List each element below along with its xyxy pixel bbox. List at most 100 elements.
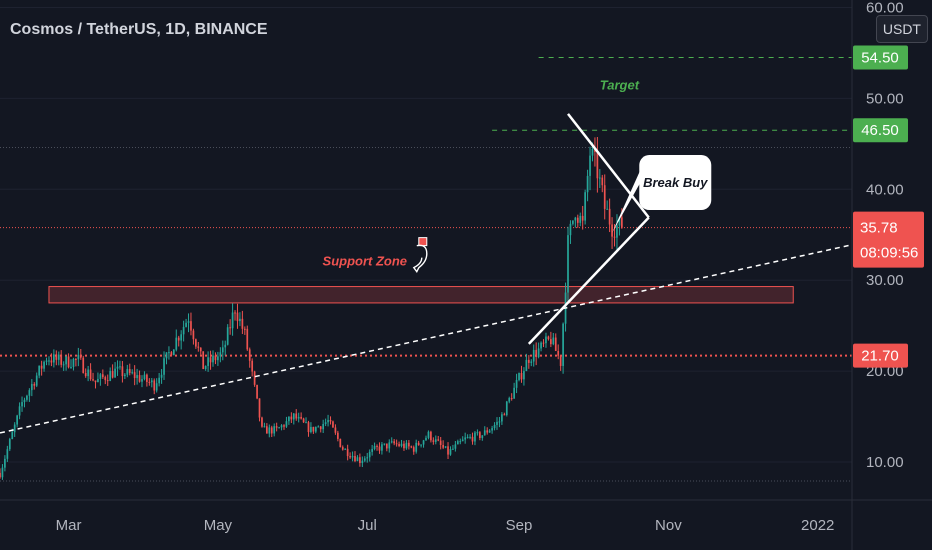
candle-body [329,420,332,422]
candle-body [40,365,43,369]
candle-body [221,347,224,353]
candle-body [104,377,107,381]
candle-body [236,312,239,322]
candle-body [253,371,256,385]
candle-body [89,369,92,380]
candle-body [456,441,459,445]
candle-body [390,441,393,443]
candle-body [535,349,538,357]
candle-body [474,432,476,442]
candle-body [449,449,452,455]
candle-body [280,425,283,428]
candle-body [334,427,337,433]
candle-body [527,359,530,363]
candle-body [395,443,398,445]
price-tick-label: 30.00 [866,272,904,289]
time-tick-label: Mar [56,517,82,534]
candle-body [349,456,351,458]
candle-body [65,356,67,365]
candle-body [339,438,342,448]
candle-body [552,337,555,345]
candle-body [611,224,613,237]
candle-body [268,427,271,434]
candle-body [153,380,156,391]
candle-body [8,439,11,450]
candle-body [300,416,302,419]
candle-body [420,444,422,446]
candle-body [16,415,18,425]
candle-body [576,217,579,223]
candle-body [351,455,354,458]
candle-body [464,437,467,440]
candle-body [452,448,454,450]
price-tick-label: 10.00 [866,454,904,471]
candle-body [493,424,496,429]
candle-body [513,387,515,399]
candle-body [133,372,136,379]
candle-body [256,384,258,399]
candle-body [70,366,72,368]
candle-body [410,446,413,448]
candle-body [158,377,160,384]
candle-body [606,208,609,210]
candle-body [131,372,134,374]
candle-body [55,354,58,360]
candle-body [53,354,55,363]
candle-body [270,427,273,434]
candle-body [383,443,386,445]
candle-body [469,436,471,438]
candle-body [344,448,347,450]
candle-body [182,326,185,335]
candle-body [581,215,584,221]
candle-body [496,421,498,425]
candle-body [30,384,33,391]
candle-body [226,327,229,345]
candle-body [312,426,315,432]
candle-body [57,354,60,360]
candle-body [554,337,557,351]
candle-body [243,328,246,330]
symbol-title[interactable]: Cosmos / TetherUS, 1D, BINANCE [10,21,268,38]
candle-body [251,360,254,372]
candle-body [4,458,6,468]
candle-body [72,358,75,367]
candle-body [366,457,369,459]
candle-body [319,426,322,430]
callout-pointer [612,168,642,233]
support-zone-annotation: Support Zone [323,254,408,269]
candle-body [224,344,227,348]
candle-body [439,440,442,446]
time-tick-label: 2022 [801,517,834,534]
candle-body [461,439,464,442]
candle-body [444,446,447,448]
candle-body [126,368,129,375]
candle-body [292,413,295,420]
currency-selector[interactable]: USDT [875,15,928,43]
last-price-badge-bg [853,211,924,268]
candle-body [94,380,97,383]
triangle-lower-line [527,216,650,345]
candle-body [616,225,618,238]
candle-body [550,339,552,345]
candle-body [307,422,310,433]
candle-body [148,381,151,383]
candle-body [354,455,356,462]
candle-body [415,442,418,452]
candle-body [163,358,165,375]
candle-body [400,443,403,446]
price-tick-label: 40.00 [866,181,904,198]
candle-body [229,327,231,329]
candle-body [172,349,175,356]
candle-body [569,223,572,236]
candle-body [109,371,112,381]
candle-body [501,414,503,422]
candle-body [356,457,359,462]
candle-body [483,430,486,436]
candle-body [324,422,327,424]
candle-body [503,414,506,416]
candle-body [204,366,207,370]
candle-body [434,439,437,442]
candle-body [518,372,520,381]
time-tick-label: May [204,517,233,534]
